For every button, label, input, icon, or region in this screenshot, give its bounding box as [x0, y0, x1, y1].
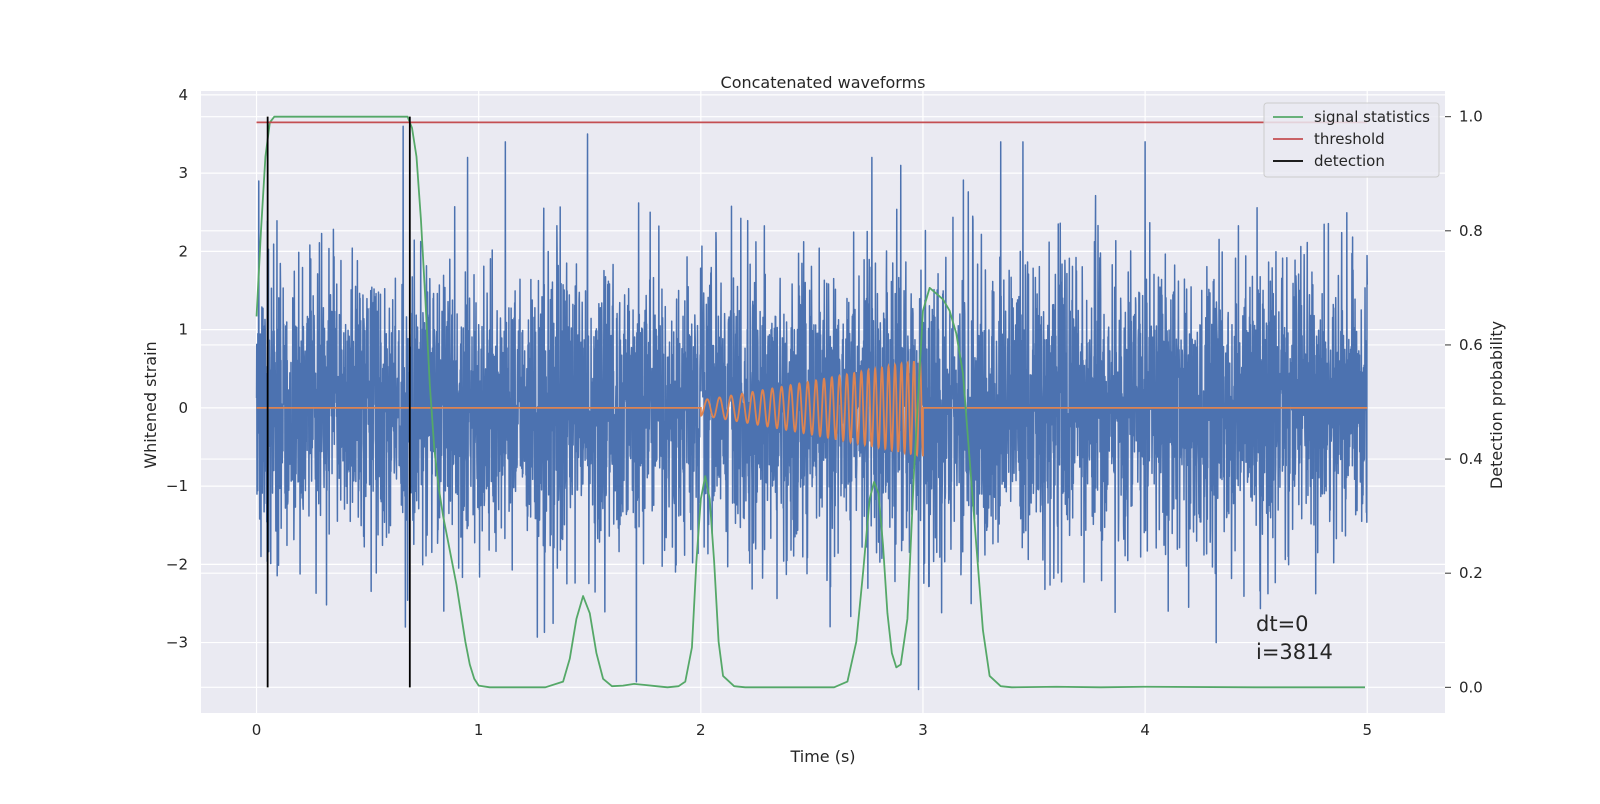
y-axis-label-right: Detection probability — [1487, 321, 1506, 489]
x-tick-label: 2 — [696, 721, 706, 739]
y-tick-label-right: 0.6 — [1459, 336, 1483, 354]
y-tick-label-left: 4 — [178, 86, 188, 104]
y-tick-label-left: −2 — [166, 555, 188, 573]
series-chirp-line — [256, 359, 1368, 458]
x-tick-label: 4 — [1140, 721, 1150, 739]
y-tick-label-left: 1 — [178, 321, 188, 339]
chart-title: Concatenated waveforms — [721, 73, 926, 92]
legend-label-signal-statistics: signal statistics — [1314, 108, 1430, 126]
legend-label-threshold: threshold — [1314, 130, 1385, 148]
y-tick-label-right: 1.0 — [1459, 108, 1483, 126]
y-tick-label-left: −3 — [166, 634, 188, 652]
y-axis-label-left: Whitened strain — [141, 341, 160, 468]
legend-label-detection: detection — [1314, 152, 1385, 170]
y-tick-label-left: 2 — [178, 242, 188, 260]
y-tick-label-right: 0.8 — [1459, 222, 1483, 240]
y-tick-label-right: 0.2 — [1459, 564, 1483, 582]
y-tick-label-right: 0.0 — [1459, 678, 1483, 696]
x-tick-label: 0 — [252, 721, 262, 739]
x-tick-label: 3 — [918, 721, 928, 739]
x-tick-label: 5 — [1362, 721, 1372, 739]
signal-statistics-line — [255, 115, 1366, 689]
y-tick-label-left: 0 — [178, 399, 188, 417]
legend: signal statistics threshold detection — [1263, 102, 1440, 178]
y-tick-label-left: −1 — [166, 477, 188, 495]
legend-frame — [1263, 102, 1440, 178]
data-layer — [255, 115, 1368, 691]
y-tick-label-right: 0.4 — [1459, 450, 1483, 468]
annotation-i: i=3814 — [1256, 640, 1333, 664]
annotation-dt: dt=0 — [1256, 612, 1309, 636]
y-tick-label-left: 3 — [178, 164, 188, 182]
tick-labels: 0 1 2 3 4 5 −3 −2 −1 0 1 2 3 4 0.0 0.2 0.4 0.6 0.8 1.0 — [166, 86, 1483, 739]
x-axis-label: Time (s) — [789, 747, 855, 766]
series-noise-line — [255, 125, 1368, 691]
x-tick-label: 1 — [474, 721, 484, 739]
